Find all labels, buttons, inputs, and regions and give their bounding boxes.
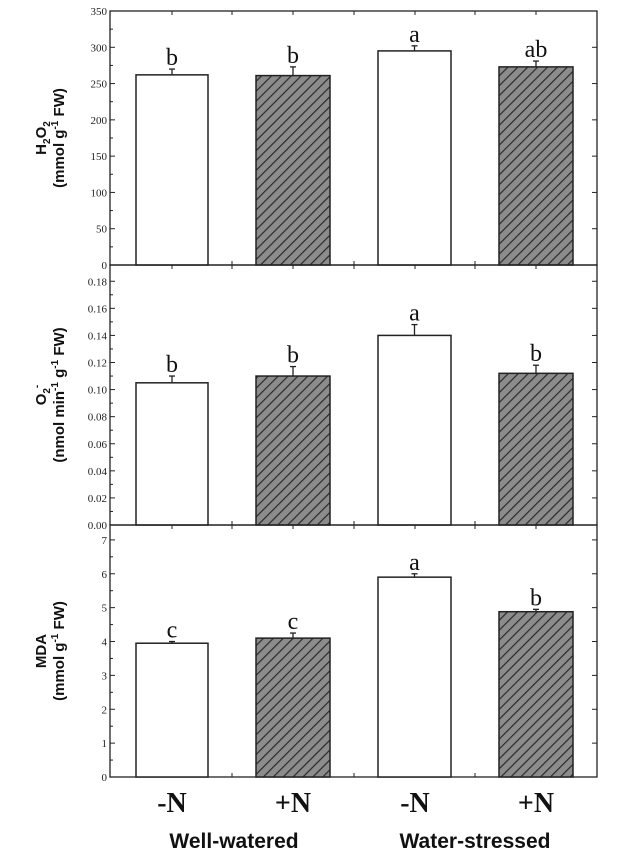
axis-label-part: (mmol g <box>51 130 68 188</box>
bar-hatched <box>498 372 574 526</box>
axis-label-part: - <box>32 385 43 388</box>
significance-letter: a <box>409 301 420 327</box>
significance-letter: b <box>287 343 299 369</box>
axis-label-part: FW) <box>51 327 68 359</box>
y-axis-label: O2-(nmol min-1 g-1 FW) <box>32 327 68 462</box>
bar-hatched <box>255 375 331 526</box>
bar-plain <box>135 74 209 266</box>
y-axis-label-line1: O2- <box>32 385 53 406</box>
bar-plain <box>135 642 209 778</box>
y-tick-label: 0.18 <box>88 276 108 288</box>
bar-hatched <box>498 610 574 778</box>
y-tick-label: 150 <box>91 151 108 163</box>
y-tick-label: 0 <box>102 260 108 272</box>
y-tick-label: 300 <box>91 42 108 54</box>
x-tick-label: +N <box>518 788 554 819</box>
x-tick-label: +N <box>275 788 311 819</box>
group-label-well-watered: Well-watered <box>169 830 298 853</box>
y-tick-label: 1 <box>102 738 108 750</box>
significance-letter: a <box>409 22 420 48</box>
x-tick-label: -N <box>400 788 430 819</box>
bar-plain <box>377 576 452 778</box>
axis-label-part: MDA <box>33 634 50 668</box>
significance-letter: c <box>288 609 299 635</box>
group-label-water-stressed: Water-stressed <box>400 830 551 853</box>
y-tick-label: 5 <box>102 603 108 615</box>
y-tick-label: 0.16 <box>88 303 108 315</box>
y-tick-label: 4 <box>102 637 108 649</box>
y-tick-label: 0.00 <box>88 520 108 532</box>
y-tick-label: 2 <box>102 704 108 716</box>
axis-label-part: (mmol g <box>51 643 68 701</box>
axis-label-part: (nmol min <box>51 391 68 463</box>
y-tick-label: 0.04 <box>88 466 108 478</box>
significance-letter: b <box>530 341 542 367</box>
x-axis-labels: -N +N -N +N Well-watered Water-stressed <box>157 788 554 853</box>
y-tick-label: 200 <box>91 115 108 127</box>
significance-letter: b <box>530 585 542 611</box>
axis-label-part: H <box>33 144 50 155</box>
bar-hatched <box>255 637 331 778</box>
y-axis-label: H2O2(mmol g-1 FW) <box>33 88 68 188</box>
axis-label-part: 2 <box>42 388 53 394</box>
axis-label-part: FW) <box>51 88 68 120</box>
y-tick-label: 50 <box>96 224 108 236</box>
axis-label-part: O <box>33 126 50 138</box>
axis-label-part: -1 <box>50 382 61 391</box>
significance-letter: a <box>409 550 420 576</box>
y-axis-label-line1: H2O2 <box>33 121 53 155</box>
axis-label-part: 2 <box>42 138 53 144</box>
bar-plain <box>377 334 452 526</box>
y-tick-label: 100 <box>91 187 108 199</box>
y-tick-label: 0.14 <box>88 330 108 342</box>
axis-label-part: 2 <box>42 121 53 127</box>
y-tick-label: 0.08 <box>88 412 108 424</box>
axis-label-part: FW) <box>51 601 68 633</box>
axis-label-part: O <box>33 393 50 405</box>
significance-letter: b <box>166 352 178 378</box>
bar-plain <box>377 50 452 266</box>
y-tick-label: 0.10 <box>88 385 108 397</box>
axis-label-part: g <box>51 369 68 382</box>
bar-plain <box>135 382 209 526</box>
y-tick-label: 250 <box>91 79 108 91</box>
y-tick-label: 350 <box>91 6 108 18</box>
y-tick-label: 0 <box>102 772 108 784</box>
axis-label-part: -1 <box>50 633 61 642</box>
panel-3: 0 1 2 3 4 5 6 7 c c a b MDA (mmol g-1 FW) <box>33 524 598 784</box>
y-tick-label: 6 <box>102 569 108 581</box>
y-tick-label: 3 <box>102 670 108 682</box>
y-axis-label-line2: (nmol min-1 g-1 FW) <box>50 327 68 462</box>
y-axis-label-line2: (mmol g-1 FW) <box>50 88 68 188</box>
panel-2: 0.00 0.02 0.04 0.06 0.08 0.10 0.12 0.14 0.16 0.18… <box>32 264 598 532</box>
significance-letter: b <box>287 43 299 69</box>
axis-label-part: -1 <box>50 120 61 129</box>
axis-label-part: -1 <box>50 359 61 368</box>
significance-letter: ab <box>525 37 548 63</box>
y-tick-label: 7 <box>102 535 108 547</box>
bar-hatched <box>498 66 574 266</box>
significance-letter: b <box>166 45 178 71</box>
y-tick-label: 0.06 <box>88 439 108 451</box>
y-tick-label: 0.02 <box>88 493 107 505</box>
significance-letter: c <box>167 618 178 644</box>
y-tick-label: 0.12 <box>88 358 107 370</box>
y-axis-label-line2: (mmol g-1 FW) <box>50 601 68 701</box>
x-tick-label: -N <box>157 788 187 819</box>
y-axis-label-line1: MDA <box>33 634 50 668</box>
bar-hatched <box>255 74 331 266</box>
y-axis-label: MDA (mmol g-1 FW) <box>33 601 68 701</box>
